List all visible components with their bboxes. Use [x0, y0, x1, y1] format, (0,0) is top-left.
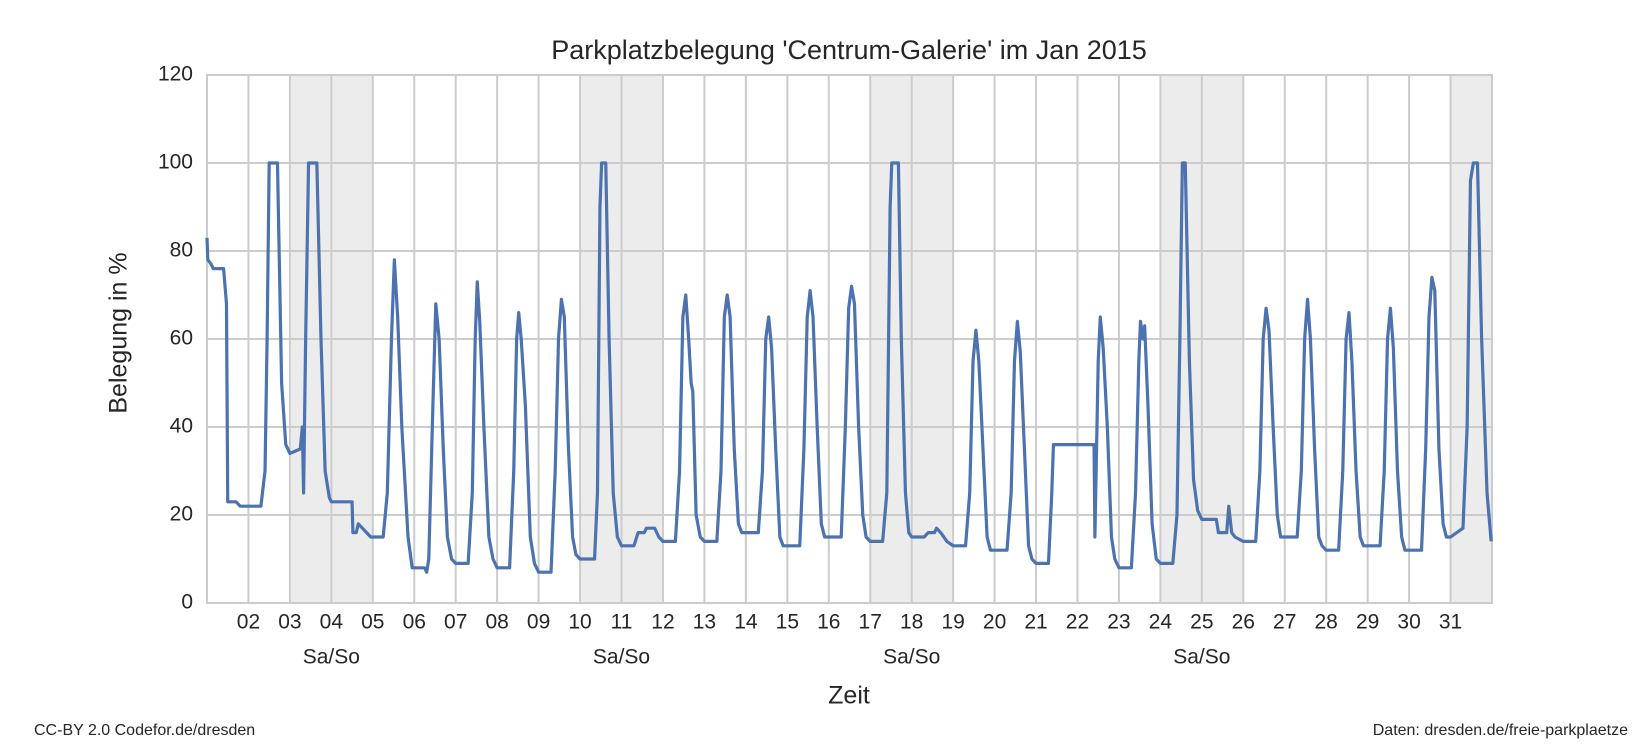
- x-tick-label: 15: [776, 611, 799, 634]
- x-tick-label: 18: [900, 611, 923, 634]
- x-tick-label: 25: [1190, 611, 1213, 634]
- data-line: [205, 161, 1493, 574]
- y-tick-label: 80: [170, 239, 193, 262]
- y-tick-label: 120: [158, 63, 193, 86]
- x-tick-label: 11: [611, 611, 633, 634]
- y-tick-label: 100: [158, 151, 193, 174]
- y-axis-label: Belegung in %: [105, 252, 133, 413]
- y-tick-label: 20: [170, 503, 193, 526]
- x-tick-label: 24: [1149, 611, 1173, 634]
- x-tick-label: 31: [1439, 611, 1462, 634]
- x-tick-label: 05: [361, 611, 384, 634]
- y-tick-label: 60: [170, 327, 193, 350]
- x-tick-label: 27: [1273, 611, 1296, 634]
- y-tick-label: 0: [181, 591, 193, 614]
- footer-right: Daten: dresden.de/freie-parkplaetze: [1373, 722, 1628, 739]
- x-tick-label: 14: [734, 611, 758, 634]
- x-axis-label: Zeit: [828, 682, 870, 710]
- weekend-label: Sa/So: [883, 646, 940, 669]
- x-tick-label: 17: [859, 611, 882, 634]
- x-tick-label: 29: [1356, 611, 1379, 634]
- x-tick-label: 26: [1232, 611, 1255, 634]
- x-tick-label: 16: [817, 611, 840, 634]
- x-tick-label: 20: [983, 611, 1006, 634]
- x-tick-label: 07: [444, 611, 467, 634]
- x-tick-label: 03: [278, 611, 301, 634]
- x-tick-label: 28: [1315, 611, 1338, 634]
- y-tick-label: 40: [170, 415, 193, 438]
- footer-left: CC-BY 2.0 Codefor.de/dresden: [34, 722, 255, 739]
- weekend-label: Sa/So: [303, 646, 360, 669]
- x-tick-label: 12: [651, 611, 674, 634]
- x-tick-label: 30: [1397, 611, 1420, 634]
- x-tick-label: 19: [941, 611, 964, 634]
- x-tick-label: 22: [1066, 611, 1089, 634]
- x-tick-label: 08: [485, 611, 508, 634]
- x-tick-label: 13: [693, 611, 716, 634]
- x-tick-label: 02: [237, 611, 260, 634]
- x-tick-label: 10: [568, 611, 591, 634]
- x-tick-label: 21: [1024, 611, 1047, 634]
- x-tick-label: 23: [1107, 611, 1130, 634]
- plot-frame: [206, 74, 1493, 604]
- x-tick-label: 09: [527, 611, 550, 634]
- weekend-label: Sa/So: [593, 646, 650, 669]
- x-tick-label: 04: [320, 611, 344, 634]
- weekend-label: Sa/So: [1173, 646, 1230, 669]
- x-tick-label: 06: [403, 611, 426, 634]
- chart-title: Parkplatzbelegung 'Centrum-Galerie' im J…: [551, 35, 1147, 65]
